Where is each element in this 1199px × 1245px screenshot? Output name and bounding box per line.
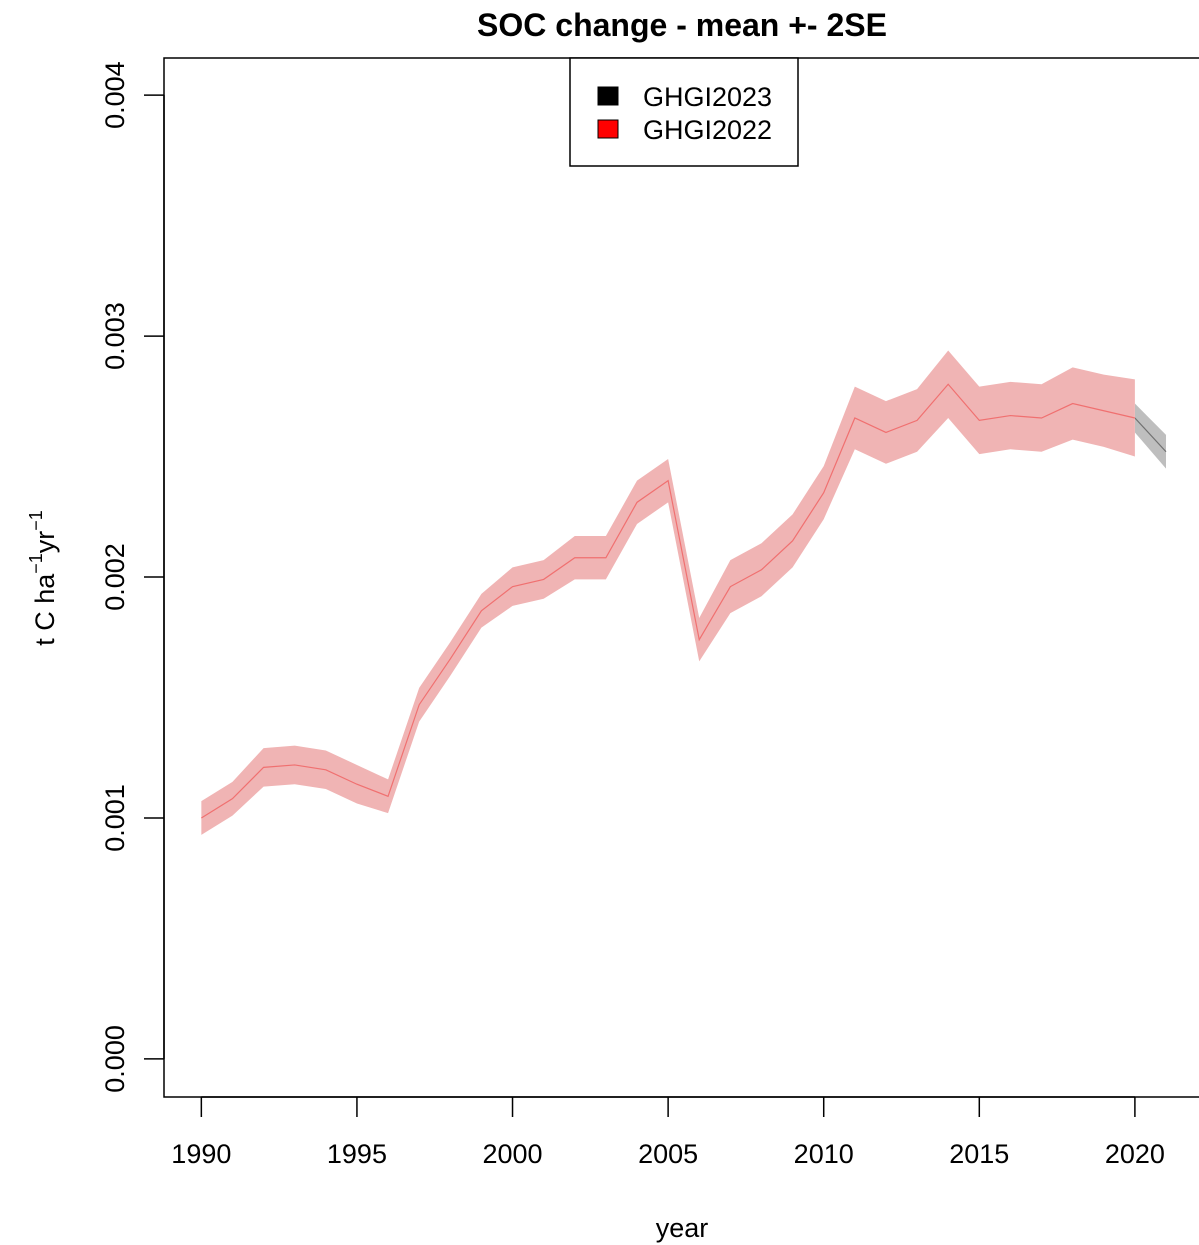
chart-title: SOC change - mean +- 2SE (477, 7, 887, 43)
y-label-part: yr (30, 531, 60, 554)
y-axis-label: t C ha−1yr−1 (26, 510, 60, 646)
y-label-part: t C ha (30, 573, 60, 646)
se-band (1134, 403, 1167, 469)
y-tick-label: 0.003 (100, 302, 130, 370)
legend-swatch (597, 119, 619, 139)
plot-frame (163, 57, 1199, 1098)
x-tick-label: 2000 (482, 1139, 542, 1169)
x-tick-label: 1990 (171, 1139, 231, 1169)
x-tick-label: 2010 (794, 1139, 854, 1169)
x-tick-label: 2020 (1105, 1139, 1165, 1169)
legend-box (569, 57, 799, 167)
y-label-part: −1 (26, 553, 46, 574)
y-tick-label: 0.000 (100, 1025, 130, 1093)
legend-label: GHGI2022 (643, 115, 772, 145)
x-axis-label: year (656, 1213, 709, 1243)
y-tick-label: 0.004 (100, 61, 130, 129)
y-tick-label: 0.002 (100, 543, 130, 611)
y-label-part: −1 (26, 510, 46, 531)
legend-swatch (597, 86, 619, 106)
mean-line (201, 383, 1136, 819)
mean-line (1134, 417, 1167, 453)
x-tick-label: 2005 (638, 1139, 698, 1169)
y-tick-label: 0.001 (100, 784, 130, 852)
x-tick-label: 2015 (949, 1139, 1009, 1169)
x-tick-label: 1995 (327, 1139, 387, 1169)
se-band (201, 350, 1135, 835)
legend-label: GHGI2023 (643, 82, 772, 112)
